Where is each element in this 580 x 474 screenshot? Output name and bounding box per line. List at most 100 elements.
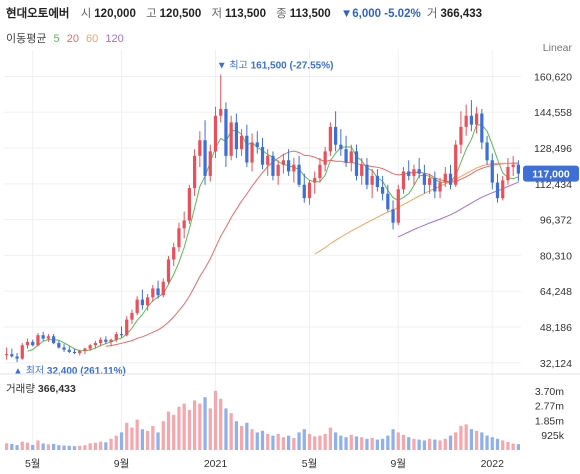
candle-body xyxy=(245,135,249,163)
stock-name: 현대오토에버 xyxy=(6,8,70,20)
candle-body xyxy=(339,144,343,150)
candle-body xyxy=(501,180,505,199)
open-label: 시 xyxy=(80,8,92,20)
volume-bar xyxy=(182,403,186,450)
volume-value: 366,433 xyxy=(440,8,483,20)
candle-body xyxy=(438,182,442,192)
volume-bar xyxy=(459,426,463,450)
volume-bar xyxy=(166,411,171,450)
candle-body xyxy=(192,155,197,189)
volume-bar xyxy=(161,421,165,450)
candle-body xyxy=(41,335,45,339)
volume-bar xyxy=(386,435,390,450)
candle-body xyxy=(511,164,515,167)
volume-bar xyxy=(323,434,327,450)
candle-body xyxy=(480,113,484,143)
candle-body xyxy=(313,178,317,183)
volume-bar xyxy=(219,398,223,450)
volume-bar xyxy=(98,441,103,450)
volume-bar xyxy=(511,443,515,450)
volume-bar xyxy=(51,443,56,450)
y-tick-label: 80,310 xyxy=(540,250,572,262)
volume-tick-label: 1.85m xyxy=(535,415,564,427)
candle-body xyxy=(323,151,327,165)
volume-bar xyxy=(46,444,51,450)
volume-bar xyxy=(276,434,280,450)
candle-body xyxy=(412,169,416,176)
volume-bar xyxy=(140,429,145,450)
volume-bar xyxy=(339,435,343,450)
volume-bar xyxy=(114,435,118,450)
x-tick-label: 5월 xyxy=(302,458,318,470)
ma-legend-120[interactable]: 120 xyxy=(105,33,124,45)
volume-bar xyxy=(354,436,359,450)
volume-bar xyxy=(151,426,155,450)
y-tick-label: 112,434 xyxy=(535,179,572,191)
x-tick-label: 2021 xyxy=(204,458,228,470)
candle-body xyxy=(286,160,291,172)
candle-body xyxy=(187,188,192,221)
candle-body xyxy=(213,115,218,152)
volume-bar xyxy=(349,434,353,450)
candle-body xyxy=(349,151,353,163)
volume-tick-label: 3.70m xyxy=(535,386,564,398)
ma-120-line xyxy=(398,181,519,238)
candle-body xyxy=(151,288,155,298)
candle-body xyxy=(464,115,468,127)
candle-body xyxy=(417,169,421,174)
volume-bar xyxy=(417,439,421,450)
low-value: 113,500 xyxy=(225,8,266,20)
ma-legend-60[interactable]: 60 xyxy=(86,33,99,45)
candle-body xyxy=(114,334,118,340)
change-value: ▼6,000 -5.02% xyxy=(340,8,421,20)
moving-average-legend[interactable]: 이동평균 5 20 60 120 xyxy=(6,30,128,46)
volume-bar xyxy=(187,410,192,450)
candle-body xyxy=(344,149,348,163)
volume-bar xyxy=(370,438,374,450)
volume-bar xyxy=(271,435,275,450)
volume-bar xyxy=(177,406,181,450)
volume-bar xyxy=(239,426,244,450)
volume-bar xyxy=(250,429,254,450)
volume-bar xyxy=(365,438,369,450)
high-value: 120,500 xyxy=(159,8,202,20)
candle-body xyxy=(203,140,207,176)
candle-body xyxy=(276,164,280,176)
ma-legend-20[interactable]: 20 xyxy=(66,33,79,45)
volume-bar xyxy=(224,408,228,450)
volume-bar xyxy=(4,443,9,450)
volume-bar xyxy=(125,422,129,450)
y-tick-label: 96,372 xyxy=(540,215,572,227)
candle-body xyxy=(391,209,395,223)
volume-tick-label: 2.77m xyxy=(535,401,564,413)
volume-bar xyxy=(474,430,479,450)
volume-bar xyxy=(412,438,416,450)
volume-bar xyxy=(396,432,400,450)
volume-bar xyxy=(454,432,458,450)
volume-bar xyxy=(501,440,505,450)
candle-body xyxy=(219,109,223,116)
candle-body xyxy=(234,122,239,150)
current-price-label: 117,000 xyxy=(532,169,570,181)
candle-body xyxy=(354,151,359,176)
candle-body xyxy=(57,343,61,348)
volume-bar xyxy=(172,414,176,450)
ma-legend-5[interactable]: 5 xyxy=(53,33,60,45)
volume-bar xyxy=(234,421,239,450)
candle-body xyxy=(380,187,385,194)
candle-body xyxy=(281,160,286,165)
volume-label: 거 xyxy=(426,8,438,20)
candle-body xyxy=(20,345,24,359)
volume-bar xyxy=(119,432,124,450)
ma-60-line xyxy=(314,162,519,255)
candle-body xyxy=(433,178,437,192)
scale-mode-label[interactable]: Linear xyxy=(542,42,572,54)
volume-bar xyxy=(10,443,14,450)
x-tick-label: 9월 xyxy=(114,458,130,470)
candle-body xyxy=(474,113,479,125)
low-annotation: ▲ 최저 32,400 (261.11%) xyxy=(13,365,126,377)
volume-bar xyxy=(281,437,286,450)
volume-bar xyxy=(109,438,113,450)
candle-body xyxy=(135,299,139,313)
